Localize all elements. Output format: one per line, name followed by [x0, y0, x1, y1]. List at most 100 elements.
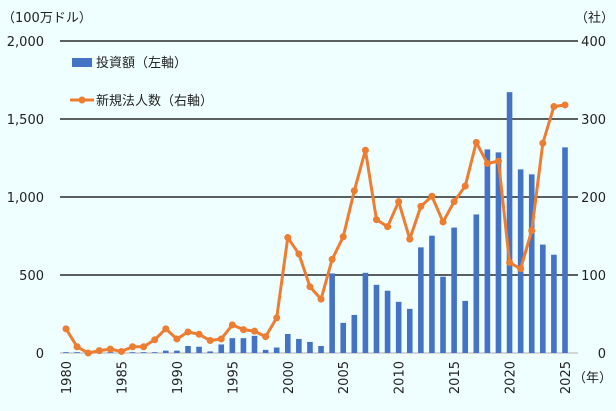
bar-1989: [163, 350, 169, 353]
line-point-1993: [206, 337, 214, 345]
bar-1981: [74, 352, 80, 353]
bar-2011: [406, 308, 413, 353]
line-series: [62, 101, 569, 357]
line-point-1982: [84, 349, 92, 357]
x-tick-label: 2000: [282, 361, 297, 394]
line-point-1998: [262, 333, 270, 341]
bar-series: [63, 92, 568, 354]
x-axis-unit: （年）: [573, 371, 612, 386]
line-point-1991: [184, 328, 192, 336]
line-point-1989: [162, 325, 170, 333]
bar-2013: [429, 235, 435, 353]
bar-2025: [562, 147, 568, 353]
legend-label-bar: 投資額（左軸）: [96, 55, 187, 71]
line-point-2013: [428, 192, 436, 200]
bar-1986: [129, 352, 136, 353]
line-point-2015: [450, 198, 458, 206]
bar-2016: [462, 300, 468, 353]
bar-2020: [506, 92, 513, 353]
x-tick-label: 2025: [559, 361, 574, 394]
x-tick-label: 1980: [60, 361, 75, 394]
line-point-1996: [239, 326, 247, 334]
bar-1990: [174, 350, 180, 353]
line-point-2008: [372, 216, 380, 224]
x-tick-label: 1990: [171, 361, 186, 394]
bar-2006: [351, 314, 358, 353]
line-point-2002: [306, 283, 314, 291]
line-point-2016: [461, 182, 469, 190]
left-tick-label: 0: [36, 347, 44, 362]
bar-1994: [218, 344, 225, 353]
line-path: [64, 103, 566, 355]
line-point-1987: [140, 343, 148, 351]
right-tick-label: 200: [581, 191, 606, 206]
bar-2008: [373, 284, 380, 353]
line-point-2020: [506, 259, 514, 267]
bar-2002: [307, 341, 313, 353]
line-point-2012: [417, 202, 425, 210]
left-tick-label: 1,000: [7, 191, 44, 206]
right-tick-label: 100: [581, 269, 606, 284]
bar-2000: [284, 333, 291, 353]
bar-1993: [207, 351, 213, 353]
line-point-1992: [195, 330, 203, 338]
bar-1984: [107, 352, 114, 353]
line-point-2001: [295, 250, 303, 258]
line-point-2024: [550, 103, 558, 111]
line-point-1990: [173, 335, 181, 343]
bar-2012: [418, 247, 424, 353]
bar-1997: [251, 335, 258, 353]
line-point-1983: [95, 347, 103, 355]
bar-2005: [340, 322, 347, 353]
bar-2017: [473, 214, 480, 353]
bar-1995: [229, 338, 236, 353]
x-tick-label: 1985: [115, 361, 130, 394]
bar-2021: [517, 169, 524, 353]
line-point-2000: [284, 234, 292, 242]
legend-label-line: 新規法人数（右軸）: [96, 93, 213, 109]
bar-2019: [495, 152, 502, 353]
line-point-2007: [361, 146, 369, 154]
x-tick-label: 2015: [448, 361, 463, 394]
bar-2001: [296, 338, 302, 353]
line-point-1980: [62, 325, 70, 333]
right-tick-label: 0: [598, 347, 606, 362]
legend-swatch-bar: [72, 58, 92, 67]
tick-labels: 0 0 500 100 1,000 200 1,500 300 2,000 400 1980 1985…: [7, 35, 606, 394]
legend: 投資額（左軸） 新規法人数（右軸）: [70, 55, 213, 109]
bar-1998: [262, 349, 269, 353]
bar-1996: [240, 338, 247, 353]
line-point-2019: [494, 157, 502, 165]
line-point-1981: [73, 343, 81, 351]
x-tick-label: 1995: [226, 361, 241, 394]
bar-2009: [384, 290, 391, 353]
bar-2015: [451, 227, 457, 353]
bar-2022: [528, 174, 535, 353]
line-point-2018: [483, 159, 491, 167]
line-point-2009: [384, 223, 392, 231]
line-point-2006: [350, 187, 358, 195]
line-point-1985: [117, 347, 125, 355]
line-point-1986: [129, 343, 137, 351]
right-axis-unit: （社）: [575, 10, 614, 26]
line-point-2025: [561, 101, 569, 109]
bar-2023: [540, 244, 546, 353]
line-point-1984: [106, 345, 114, 353]
bar-1999: [273, 347, 280, 353]
bar-2014: [440, 276, 446, 353]
bar-1980: [63, 352, 69, 353]
right-tick-label: 400: [581, 35, 606, 50]
bar-2010: [395, 301, 402, 353]
line-point-1988: [151, 336, 159, 344]
right-tick-label: 300: [581, 113, 606, 128]
bar-2003: [318, 345, 324, 353]
line-point-1997: [251, 327, 259, 335]
line-point-2014: [439, 218, 447, 226]
line-point-1994: [217, 335, 225, 343]
x-tick-label: 2020: [504, 361, 519, 394]
line-point-2011: [406, 235, 414, 243]
line-point-1999: [273, 314, 281, 322]
bar-1988: [151, 352, 158, 353]
bar-2007: [362, 272, 369, 353]
line-point-2004: [328, 255, 336, 263]
